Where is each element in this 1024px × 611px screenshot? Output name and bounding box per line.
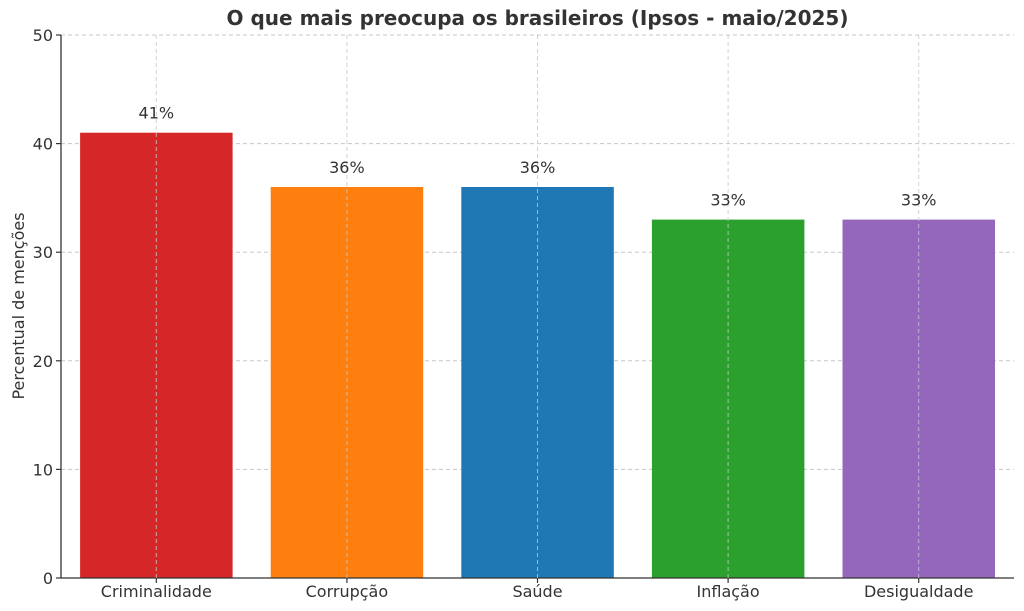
x-tick-label-1: Corrupção bbox=[306, 582, 389, 601]
x-tick-label-2: Saúde bbox=[512, 582, 562, 601]
chart-title: O que mais preocupa os brasileiros (Ipso… bbox=[226, 6, 849, 30]
x-tick-label-3: Inflação bbox=[697, 582, 760, 601]
data-label-4: 33% bbox=[901, 191, 937, 210]
data-label-1: 36% bbox=[329, 158, 365, 177]
data-label-2: 36% bbox=[520, 158, 556, 177]
y-tick-label-0: 0 bbox=[43, 569, 53, 588]
y-axis-label: Percentual de menções bbox=[9, 212, 28, 399]
y-tick-label-1: 10 bbox=[33, 460, 53, 479]
data-label-0: 41% bbox=[139, 104, 175, 123]
y-tick-label-5: 50 bbox=[33, 26, 53, 45]
x-tick-label-0: Criminalidade bbox=[101, 582, 212, 601]
y-tick-label-4: 40 bbox=[33, 135, 53, 154]
labels: 0 10 20 30 40 50 Criminalidade Corrupção Saúde In… bbox=[33, 26, 974, 601]
y-tick-label-3: 30 bbox=[33, 243, 53, 262]
y-tick-label-2: 20 bbox=[33, 352, 53, 371]
x-tick-label-4: Desigualdade bbox=[864, 582, 973, 601]
data-label-3: 33% bbox=[710, 191, 746, 210]
